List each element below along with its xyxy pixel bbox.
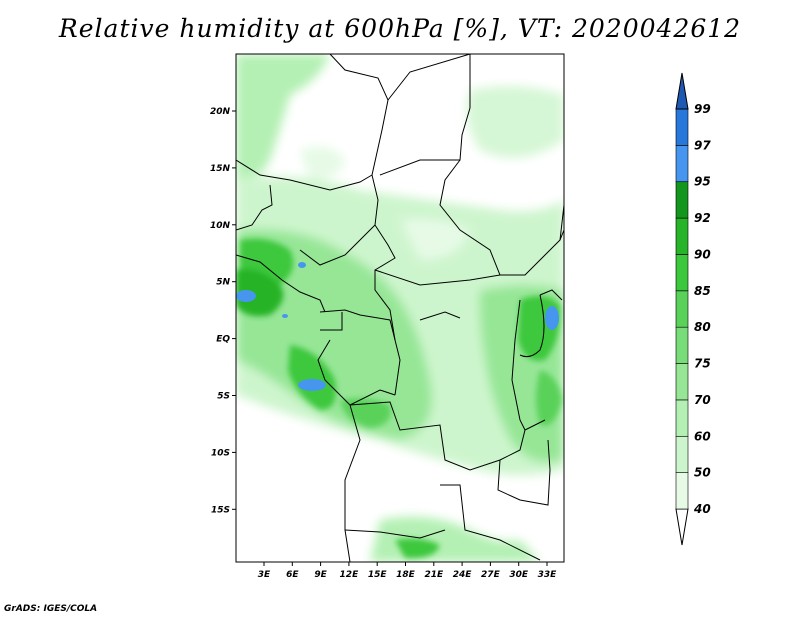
- colorbar-label: 92: [694, 211, 711, 225]
- colorbar-segment: [675, 145, 689, 183]
- colorbar-high-arrow: [675, 72, 689, 110]
- colorbar-segment: [675, 399, 689, 437]
- lon-label: 27E: [481, 570, 501, 580]
- colorbar-label: 97: [694, 138, 711, 152]
- longitude-axis: 3E 6E 9E 12E 15E 18E 21E 24E 27E 30E 33E: [258, 562, 557, 580]
- map-frame: [235, 53, 565, 563]
- colorbar-label: 40: [693, 502, 711, 516]
- colorbar-segment: [675, 217, 689, 255]
- chart-title: Relative humidity at 600hPa [%], VT: 202…: [58, 14, 742, 43]
- colorbar-segment: [675, 254, 689, 292]
- colorbar: 40 50 60 70 75 80 85 90 92 95 97 99: [675, 72, 711, 546]
- colorbar-label: 85: [694, 284, 711, 298]
- colorbar-label: 99: [694, 102, 711, 116]
- lon-label: 3E: [258, 570, 271, 580]
- colorbar-label: 95: [694, 175, 711, 189]
- humidity-shading-dark: [236, 238, 562, 559]
- country-borders: [236, 54, 564, 562]
- lat-label: EQ: [216, 335, 230, 345]
- lon-label: 9E: [314, 570, 327, 580]
- lon-label: 12E: [340, 570, 360, 580]
- colorbar-label: 90: [694, 247, 711, 261]
- lat-label: 15S: [211, 505, 230, 515]
- colorbar-label: 75: [694, 357, 711, 371]
- lat-label: 10S: [211, 448, 230, 458]
- colorbar-label: 50: [694, 466, 711, 480]
- lon-label: 30E: [509, 570, 529, 580]
- colorbar-label: 70: [694, 393, 711, 407]
- lon-label: 33E: [538, 570, 558, 580]
- colorbar-label: 80: [694, 320, 711, 334]
- lat-label: 20N: [210, 107, 231, 117]
- lon-label: 6E: [286, 570, 299, 580]
- lat-label: 15N: [210, 164, 231, 174]
- colorbar-segment: [675, 363, 689, 401]
- colorbar-segment: [675, 435, 689, 473]
- colorbar-low-arrow: [675, 508, 689, 546]
- lat-label: 5N: [216, 278, 230, 288]
- lon-label: 18E: [396, 570, 416, 580]
- humidity-shading-light: [236, 54, 564, 562]
- lat-label: 10N: [210, 221, 231, 231]
- lon-label: 21E: [424, 570, 444, 580]
- humidity-field: [236, 54, 564, 562]
- lat-label: 5S: [217, 392, 230, 402]
- colorbar-segment: [675, 181, 689, 219]
- colorbar-label: 60: [694, 429, 711, 443]
- colorbar-segment: [675, 108, 689, 146]
- lon-label: 24E: [453, 570, 473, 580]
- latitude-axis: 20N 15N 10N 5N EQ 5S 10S 15S: [210, 107, 236, 515]
- humidity-peaks: [236, 262, 559, 391]
- colorbar-segment: [675, 290, 689, 328]
- credit-label: GrADS: IGES/COLA: [4, 604, 98, 614]
- colorbar-segment: [675, 326, 689, 364]
- lon-label: 15E: [368, 570, 388, 580]
- colorbar-segment: [675, 472, 689, 510]
